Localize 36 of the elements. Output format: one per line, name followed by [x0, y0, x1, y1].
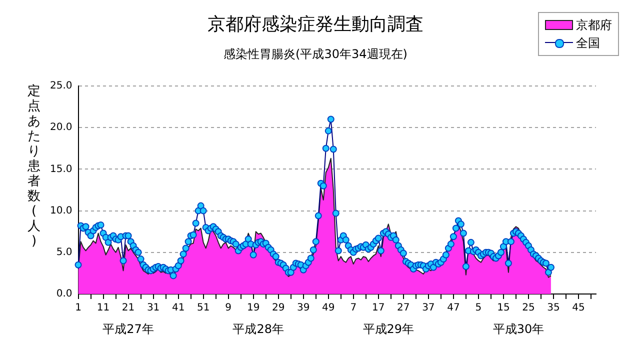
x-tick-label: 35 — [547, 302, 560, 314]
x-tick-label: 21 — [122, 302, 135, 314]
x-tick-label: 47 — [447, 302, 460, 314]
x-tick-label: 51 — [196, 302, 210, 314]
text: 平成30年 — [492, 322, 544, 336]
y-tick-label: 10.0 — [50, 205, 72, 216]
text: 定点あたり患者数(人) — [28, 84, 40, 249]
legend-label: 全国 — [576, 34, 600, 52]
x-tick-label: 19 — [246, 302, 260, 314]
x-tick-label: 29 — [272, 302, 285, 314]
x-tick-label: 5 — [475, 302, 482, 314]
x-tick-label: 37 — [422, 302, 435, 314]
y-tick-label: 15.0 — [50, 164, 72, 175]
x-tick-label: 15 — [497, 302, 510, 314]
x-tick-label: 31 — [146, 302, 160, 314]
y-tick-label: 0.0 — [56, 288, 72, 300]
x-tick-label: 49 — [322, 302, 335, 314]
x-tick-label: 39 — [297, 302, 310, 314]
x-tick-label: 27 — [397, 302, 410, 314]
x-tick-label: 41 — [172, 302, 185, 314]
text: 平成29年 — [362, 322, 414, 336]
legend-label: 京都府 — [576, 16, 612, 34]
chart-title: 京都府感染症発生動向調査 — [208, 14, 424, 35]
x-tick-label: 9 — [225, 302, 232, 314]
y-tick-label: 25.0 — [50, 80, 72, 92]
chart-subtitle: 感染性胃腸炎(平成30年34週現在) — [224, 47, 408, 61]
x-tick-label: 45 — [572, 302, 585, 314]
text: 平成28年 — [232, 322, 284, 336]
x-tick-label: 11 — [96, 302, 110, 314]
x-tick-label: 17 — [372, 302, 385, 314]
y-tick-label: 5.0 — [56, 246, 72, 258]
text: 平成27年 — [102, 322, 154, 336]
x-tick-label: 1 — [75, 302, 82, 314]
x-tick-label: 25 — [522, 302, 535, 314]
x-tick-label: 7 — [350, 302, 357, 314]
y-tick-label: 20.0 — [50, 122, 72, 134]
